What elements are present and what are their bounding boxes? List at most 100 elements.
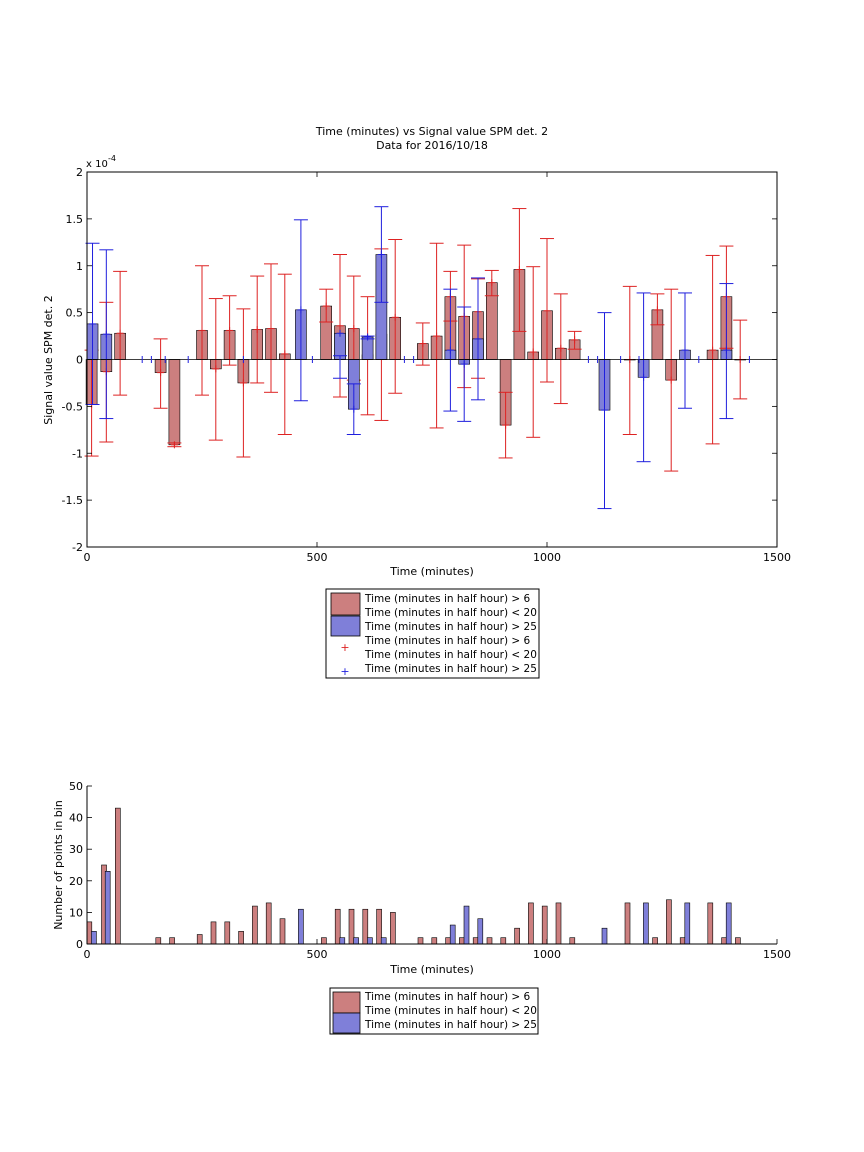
x-tick-label-0: 0 — [84, 551, 91, 564]
main-y-axis-label: Signal value SPM det. 2 — [42, 295, 55, 425]
hist-bar-0-10 — [265, 902, 272, 945]
hist-bar-0-19 — [431, 937, 438, 945]
hist-bar-1-4 — [353, 937, 359, 945]
hist-bar-0-13 — [334, 908, 341, 945]
legend-entry-4-line1: Time (minutes in half hour) > 25 — [364, 663, 537, 675]
hist-bar-0-17 — [390, 912, 396, 945]
hist-bar-0-11 — [279, 918, 286, 945]
hist-y-tick-label-0: 0 — [76, 938, 83, 951]
legend-entry-1-line1: Time (minutes in half hour) > 6 — [364, 593, 531, 605]
y-tick-label-1: -1.5 — [62, 494, 83, 507]
hist-legend-box — [329, 987, 539, 1035]
legend-red-patch — [330, 592, 361, 616]
hist-bar-1-0 — [91, 931, 97, 945]
main-chart: Time (minutes) vs Signal value SPM det. … — [42, 125, 791, 578]
hist-x-tick-label-2: 1000 — [533, 948, 561, 961]
hist-legend-blue-patch — [332, 1012, 361, 1034]
hist-y-tick-label-3: 30 — [69, 843, 83, 856]
hist-bar-0-16 — [376, 908, 382, 945]
main-legend-box — [325, 588, 540, 679]
y-exponent-power: -4 — [108, 154, 116, 163]
hist-bar-0-31 — [652, 937, 658, 945]
legend-entry-2-line1: Time (minutes in half hour) > 25 — [364, 621, 537, 633]
y-tick-label-3: -0.5 — [62, 400, 83, 413]
bar-0-4 — [168, 359, 181, 446]
hist-x-axis: 0 500 1000 1500 — [84, 939, 791, 961]
main-x-axis-label: Time (minutes) — [389, 565, 474, 578]
hist-y-axis: 0 10 20 30 40 50 — [69, 780, 92, 951]
hist-bar-0-2 — [115, 807, 121, 945]
hist-bar-0-15 — [362, 908, 369, 945]
hist-legend-entry-2-line1: Time (minutes in half hour) > 25 — [364, 1019, 537, 1031]
hist-bar-1-11 — [643, 902, 649, 945]
hist-bar-0-36 — [735, 937, 741, 945]
y-tick-label-2: -1 — [72, 447, 83, 460]
hist-bar-0-0 — [86, 921, 93, 945]
legend-entry-3-line1: Time (minutes in half hour) > 6 — [364, 635, 531, 647]
hist-bar-0-32 — [666, 899, 672, 945]
hist-bar-1-10 — [601, 927, 608, 945]
hist-x-tick-label-0: 0 — [84, 948, 91, 961]
hist-bar-0-22 — [472, 937, 479, 945]
x-tick-label-2: 1000 — [533, 551, 561, 564]
hist-bar-1-2 — [298, 908, 304, 945]
legend-entry-3-line2: Time (minutes in half hour) < 20 — [364, 649, 537, 661]
x-tick-label-3: 1500 — [763, 551, 791, 564]
chart-subtitle: Data for 2016/10/18 — [376, 139, 488, 152]
hist-legend-entry-1-line1: Time (minutes in half hour) > 6 — [364, 991, 531, 1003]
chart-title: Time (minutes) vs Signal value SPM det. … — [315, 125, 548, 138]
hist-bar-0-8 — [238, 931, 244, 945]
y-tick-label-7: 1.5 — [66, 213, 84, 226]
legend-blue-patch — [330, 615, 361, 637]
hist-bar-0-6 — [210, 921, 217, 945]
hist-bar-0-34 — [707, 902, 714, 945]
hist-bar-1-5 — [367, 937, 373, 945]
hist-legend-red-patch — [332, 991, 361, 1014]
hist-bar-1-12 — [684, 902, 691, 945]
main-x-axis: 0 500 1000 1500 — [84, 172, 791, 564]
hist-bar-0-35 — [721, 937, 727, 945]
y-exponent-base: x 10 — [86, 159, 108, 170]
hist-legend-entry-1-line2: Time (minutes in half hour) < 20 — [364, 1005, 537, 1017]
legend-blue-marker: + — [340, 665, 349, 678]
hist-bar-0-33 — [679, 937, 686, 945]
hist-bar-0-5 — [196, 934, 203, 945]
hist-bar-0-29 — [569, 937, 576, 945]
y-tick-label-5: 0.5 — [66, 307, 84, 320]
hist-x-tick-label-3: 1500 — [763, 948, 791, 961]
x-tick-label-1: 500 — [307, 551, 328, 564]
hist-bar-1-8 — [463, 905, 470, 945]
hist-bar-1-6 — [380, 937, 387, 945]
hist-bar-0-12 — [321, 937, 327, 945]
main-y-axis: -2 -1.5 -1 -0.5 0 0.5 1 1.5 2 — [62, 166, 777, 554]
hist-bar-0-3 — [155, 937, 162, 945]
hist-bar-0-4 — [169, 937, 175, 945]
hist-bar-0-9 — [252, 905, 258, 945]
y-tick-label-8: 2 — [76, 166, 83, 179]
hist-bar-0-21 — [459, 937, 465, 945]
hist-bar-0-27 — [541, 905, 548, 945]
main-plot-area — [84, 206, 777, 510]
hist-bar-1-7 — [449, 924, 456, 945]
main-legend: + + Time (minutes in half hour) > 6 Time… — [325, 588, 540, 679]
hist-y-tick-label-1: 10 — [69, 906, 83, 919]
hist-bar-0-25 — [514, 927, 520, 945]
legend-red-marker: + — [340, 641, 349, 654]
hist-bar-0-23 — [486, 937, 493, 945]
hist-bar-0-30 — [624, 902, 631, 945]
hist-bar-0-20 — [445, 937, 451, 945]
hist-y-tick-label-4: 40 — [69, 812, 83, 825]
hist-bar-1-13 — [725, 902, 732, 945]
y-tick-label-4: 0 — [76, 354, 83, 367]
hist-bar-0-7 — [224, 921, 231, 945]
y-tick-label-0: -2 — [72, 541, 83, 554]
hist-y-tick-label-5: 50 — [69, 780, 83, 793]
hist-bar-1-1 — [104, 871, 111, 945]
hist-bar-0-28 — [555, 902, 562, 945]
hist-bar-1-3 — [339, 937, 346, 945]
legend-entry-1-line2: Time (minutes in half hour) < 20 — [364, 607, 537, 619]
hist-y-tick-label-2: 20 — [69, 875, 83, 888]
hist-bar-1-9 — [477, 918, 484, 945]
